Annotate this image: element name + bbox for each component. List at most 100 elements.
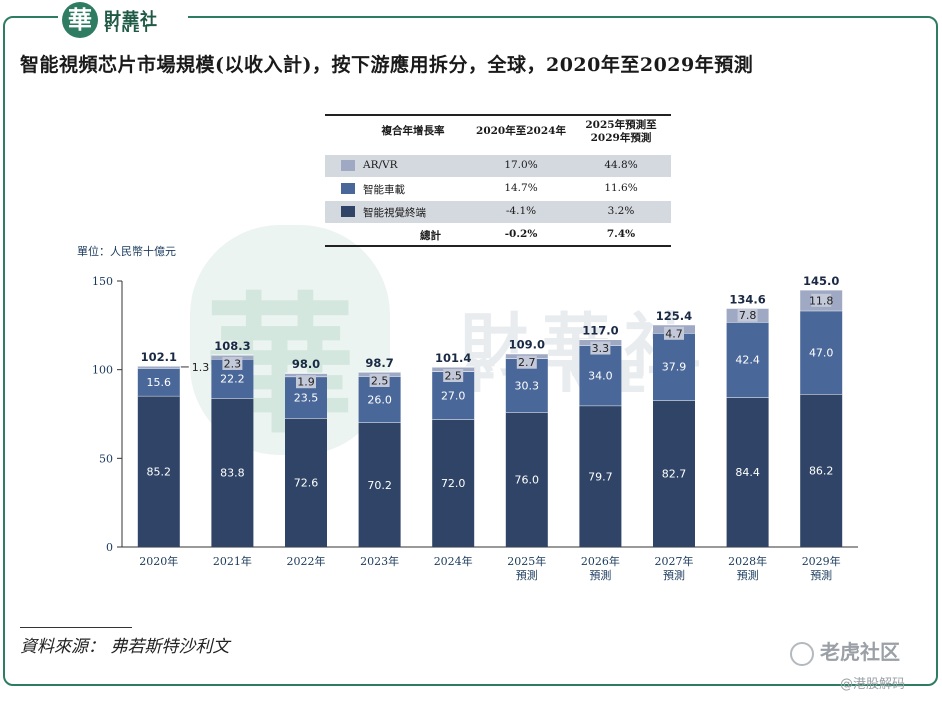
data-label-box	[296, 375, 316, 389]
data-label-box	[590, 341, 611, 355]
data-label-box	[811, 293, 832, 307]
data-label-box	[737, 308, 758, 322]
data-label-box	[664, 326, 684, 340]
growth-row-v2: 44.8%	[604, 159, 638, 171]
total-label: 108.3	[214, 339, 250, 353]
growth-row-label: AR/VR	[363, 159, 398, 171]
growth-row-v1: -0.2%	[504, 228, 538, 240]
x-tick-label: 預測	[737, 568, 759, 582]
growth-table-header-col1: 2020年至2024年	[476, 125, 566, 137]
tiger-handle: @港股解码	[840, 677, 906, 692]
total-label: 145.0	[803, 274, 839, 288]
y-tick-label: 150	[92, 275, 113, 288]
data-label: 23.5	[294, 391, 319, 404]
x-tick-label: 2026年	[581, 554, 620, 568]
total-label: 98.7	[365, 356, 393, 370]
x-tick-label: 2023年	[360, 554, 399, 568]
finet-logo-cn: 財華社	[104, 10, 158, 30]
x-tick-label: 2025年	[507, 554, 546, 568]
data-label-box	[222, 356, 243, 370]
bar-segment	[358, 422, 401, 547]
unit-label: 單位：人民幣十億元	[77, 245, 176, 258]
x-tick-label: 2020年	[139, 554, 178, 568]
data-label: 4.7	[665, 327, 683, 340]
growth-row-v1: -4.1%	[505, 205, 537, 217]
data-label: 1.9	[297, 376, 315, 389]
growth-row-arvr: AR/VR 17.0% 44.8%	[325, 155, 671, 177]
data-label: 15.6	[147, 376, 172, 389]
x-tick-label: 預測	[810, 568, 832, 582]
y-tick-label: 50	[99, 452, 113, 465]
tiger-community-logo: 老虎社区	[790, 636, 900, 666]
data-label: 83.8	[220, 467, 245, 480]
data-label: 22.2	[220, 373, 245, 386]
growth-row-label: 總計	[420, 230, 441, 242]
data-label: 86.2	[809, 465, 834, 478]
growth-table-bottom-rule	[325, 245, 671, 247]
y-tick-label: 0	[106, 541, 113, 554]
total-label: 134.6	[729, 292, 765, 306]
growth-row-label: 智能車載	[363, 184, 405, 196]
growth-row-v1: 14.7%	[504, 182, 538, 194]
data-label: 82.7	[662, 468, 687, 481]
bar-segment	[137, 365, 180, 369]
data-label: 34.0	[588, 370, 613, 383]
bar-segment	[432, 419, 475, 547]
x-tick-label: 預測	[663, 568, 685, 582]
x-tick-label: 2027年	[655, 554, 694, 568]
data-label: 1.3	[192, 361, 210, 374]
chart-title: 智能視頻芯片市場規模(以收入計)，按下游應用拆分，全球，2020年至2029年預…	[20, 54, 754, 76]
bar-segment	[505, 412, 548, 547]
bar-segment	[800, 310, 843, 395]
bar-segment	[800, 394, 843, 547]
data-label: 37.9	[662, 361, 687, 374]
data-label: 11.8	[809, 294, 834, 307]
x-tick-label: 預測	[589, 568, 611, 582]
growth-row-v2: 7.4%	[606, 228, 636, 240]
data-label: 7.8	[739, 309, 757, 322]
growth-row-label: 智能視覺終端	[363, 207, 426, 219]
data-label: 84.4	[735, 466, 760, 479]
source-note: 資料來源： 弗若斯特沙利文	[20, 637, 230, 657]
data-label: 72.0	[441, 477, 466, 490]
bar-segment	[653, 400, 695, 547]
growth-row-v1: 17.0%	[504, 159, 538, 171]
total-label: 102.1	[141, 350, 177, 364]
data-label-box	[369, 373, 390, 387]
finet-logo-mark: 華	[62, 2, 98, 38]
y-tick-label: 100	[92, 364, 113, 377]
bar-segment	[211, 398, 254, 547]
data-label: 76.0	[515, 474, 540, 487]
data-label-box	[443, 369, 464, 383]
bar-segment	[285, 373, 327, 377]
growth-row-vehicle: 智能車載 14.7% 11.6%	[325, 178, 671, 200]
data-label-box	[516, 355, 537, 369]
tiger-name: 老虎社区	[820, 640, 900, 664]
x-tick-label: 2029年	[802, 554, 841, 568]
finet-logo-en: FINET	[105, 24, 153, 35]
bar-segment	[726, 322, 769, 398]
data-label: 26.0	[367, 393, 392, 406]
data-label: 2.5	[444, 370, 462, 383]
data-label: 70.2	[367, 479, 392, 492]
growth-row-v2: 3.2%	[607, 205, 635, 217]
tiger-icon	[790, 641, 814, 666]
total-label: 101.4	[435, 351, 471, 365]
data-label: 47.0	[809, 346, 834, 359]
data-label: 72.6	[294, 477, 319, 490]
bar-segment	[579, 345, 622, 406]
growth-table-top-rule	[325, 114, 671, 116]
x-tick-label: 預測	[516, 568, 538, 582]
finet-logo: 華 財華社 FINET	[58, 0, 188, 40]
data-label: 2.5	[371, 374, 389, 387]
chart-frame	[3, 16, 938, 686]
bar-segment	[653, 333, 695, 401]
data-label: 2.3	[224, 357, 242, 370]
source-rule	[20, 627, 132, 628]
legend-swatch-vision-terminal	[341, 206, 355, 217]
bar-segment	[137, 395, 180, 547]
growth-row-v2: 11.6%	[604, 182, 638, 194]
growth-row-total: 總計 -0.2% 7.4%	[325, 224, 671, 246]
data-label: 3.3	[592, 342, 610, 355]
